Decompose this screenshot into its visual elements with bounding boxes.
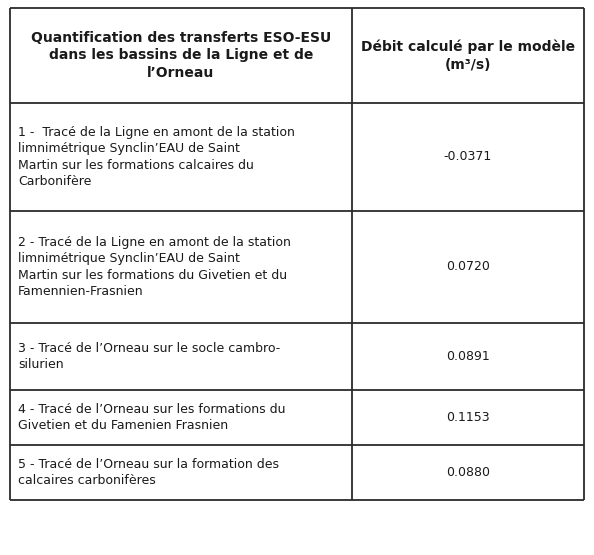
Text: 2 - Tracé de la Ligne en amont de la station
limnimétrique Synclin’EAU de Saint
: 2 - Tracé de la Ligne en amont de la sta… (18, 236, 291, 298)
Text: 0.0720: 0.0720 (446, 260, 489, 274)
Text: 0.1153: 0.1153 (446, 411, 489, 424)
Text: 1 -  Tracé de la Ligne en amont de la station
limnimétrique Synclin’EAU de Saint: 1 - Tracé de la Ligne en amont de la sta… (18, 126, 295, 188)
Text: 4 - Tracé de l’Orneau sur les formations du
Givetien et du Famenien Frasnien: 4 - Tracé de l’Orneau sur les formations… (18, 403, 286, 432)
Text: 0.0880: 0.0880 (446, 466, 490, 479)
Text: Quantification des transferts ESO-ESU
dans les bassins de la Ligne et de
l’Ornea: Quantification des transferts ESO-ESU da… (31, 31, 331, 80)
Text: 0.0891: 0.0891 (446, 350, 489, 363)
Text: 3 - Tracé de l’Orneau sur le socle cambro-
silurien: 3 - Tracé de l’Orneau sur le socle cambr… (18, 342, 280, 371)
Text: -0.0371: -0.0371 (444, 150, 492, 164)
Text: Débit calculé par le modèle
(m³/s): Débit calculé par le modèle (m³/s) (361, 39, 575, 72)
Text: 5 - Tracé de l’Orneau sur la formation des
calcaires carbonifères: 5 - Tracé de l’Orneau sur la formation d… (18, 458, 279, 487)
